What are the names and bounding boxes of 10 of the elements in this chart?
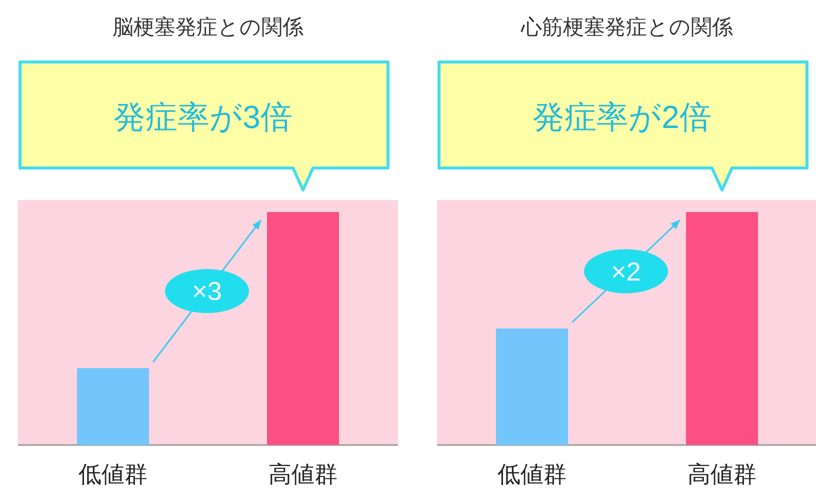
x-tick-label: 高値群 — [268, 461, 338, 487]
x-tick-label: 低値群 — [498, 461, 566, 487]
annotation: ×3 — [192, 276, 222, 306]
x-tick-label: 高値群 — [688, 461, 756, 487]
text: 発症率が3倍 — [114, 99, 292, 135]
text: 発症率が2倍 — [532, 99, 712, 135]
annotation: ×2 — [611, 256, 641, 286]
chart-title: 心筋梗塞発症との関係 — [520, 16, 733, 39]
chart-title: 脳梗塞発症との関係 — [112, 16, 304, 39]
x-tick-label: 低値群 — [78, 461, 148, 487]
